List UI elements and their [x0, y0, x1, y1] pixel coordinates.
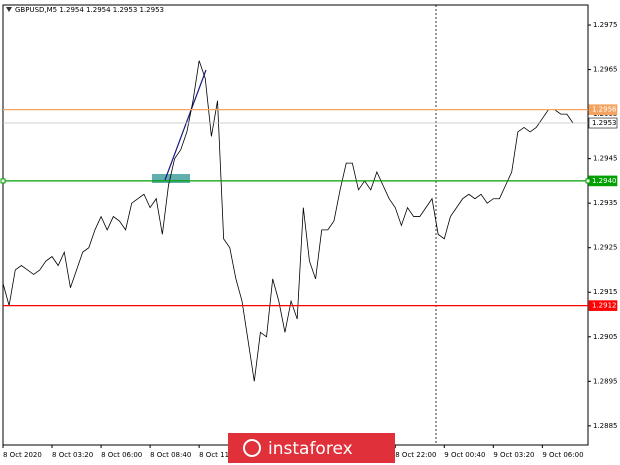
level-handle: [0, 178, 6, 184]
level-label: 1.2956: [592, 106, 617, 114]
x-tick-label: 8 Oct 11:20: [199, 451, 240, 459]
y-tick-label: 1.2915: [593, 288, 618, 296]
price-line: [2, 60, 574, 382]
watermark-logo: [243, 439, 261, 457]
y-tick-label: 1.2895: [593, 377, 618, 385]
x-tick-label: 9 Oct 00:40: [444, 451, 485, 459]
x-tick-label: 9 Oct 03:20: [493, 451, 534, 459]
zone-rect: [152, 174, 190, 183]
x-tick-label: 8 Oct 03:20: [52, 451, 93, 459]
y-tick-label: 1.2905: [593, 333, 618, 341]
level-label: 1.2912: [592, 302, 617, 310]
x-tick-label: 8 Oct 06:00: [101, 451, 142, 459]
level-box: [588, 104, 618, 115]
level-box: [588, 117, 618, 129]
symbol-icon: [6, 7, 12, 12]
y-tick-label: 1.2975: [593, 21, 618, 29]
x-tick-label: 8 Oct 22:00: [395, 451, 436, 459]
level-label: 1.2940: [592, 177, 617, 185]
x-tick-label: 8 Oct 08:40: [150, 451, 191, 459]
x-tick-label: 8 Oct 2020: [3, 451, 42, 459]
chart-title: GBPUSD,M5 1.2954 1.2954 1.2953 1.2953: [15, 6, 164, 14]
y-tick-label: 1.2885: [593, 422, 618, 430]
y-tick-label: 1.2965: [593, 66, 618, 74]
y-tick-label: 1.2925: [593, 244, 618, 252]
watermark: instaforex: [268, 439, 353, 459]
x-tick-label: 9 Oct 06:00: [542, 451, 583, 459]
y-tick-label: 1.2935: [593, 199, 618, 207]
watermark-box: [228, 433, 395, 463]
level-label: 1.2953: [592, 119, 617, 127]
y-tick-label: 1.2945: [593, 155, 618, 163]
level-box: [588, 300, 618, 311]
level-handle: [585, 178, 591, 184]
trend-line: [164, 69, 207, 181]
